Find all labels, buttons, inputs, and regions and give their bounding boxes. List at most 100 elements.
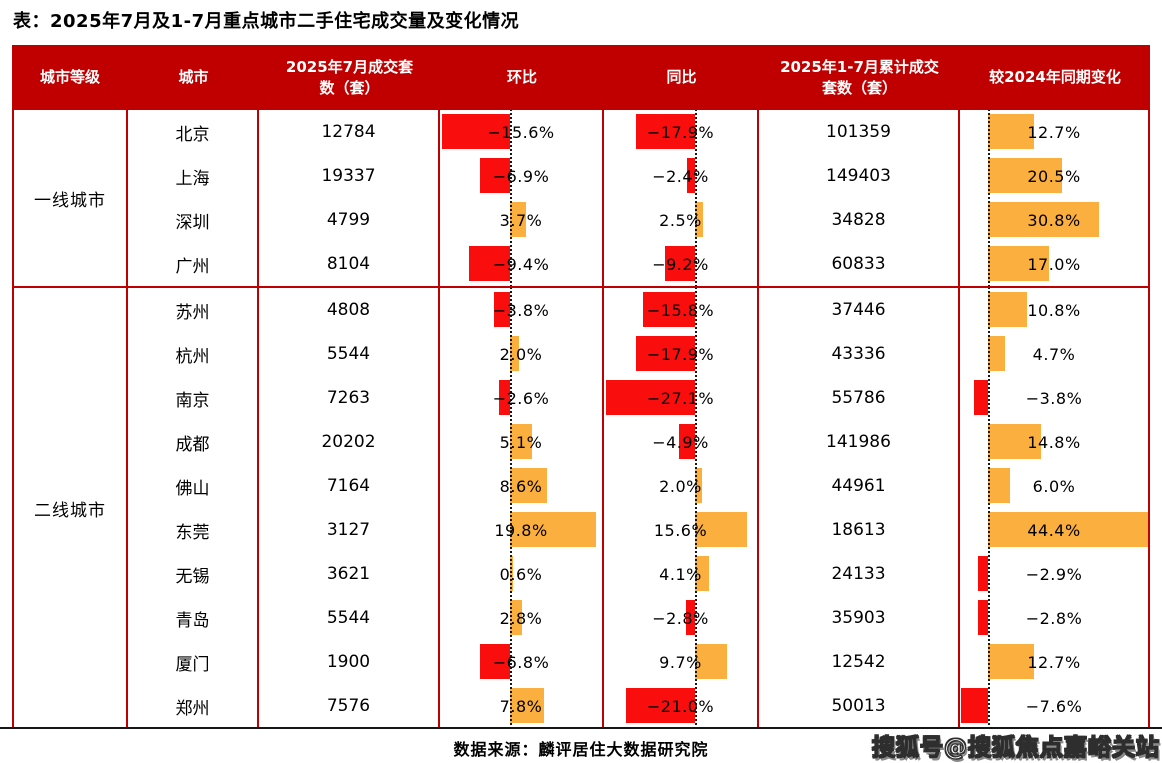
value-bar [480,644,510,679]
header-july-units: 2025年7月成交套数（套） [285,57,414,97]
yoy-change-cell: −27.1% [604,376,759,420]
zero-axis-line [988,154,990,198]
value-bar [493,292,510,327]
zero-axis-line [695,198,697,242]
data-table: 城市等级 城市 2025年7月成交套数（套） 环比 同比 2025年1-7月累计… [12,45,1150,728]
cumulative-units: 34828 [759,198,960,242]
vs2024-change-value-label: 12.7% [1027,652,1081,672]
city-tier-group: 二线城市 苏州 4808 −3.8% −15.8% 37446 10.8% 杭州 5544 2.0… [12,286,1150,728]
zero-axis-line [695,376,697,420]
vs2024-change-value-label: −3.8% [1025,388,1083,408]
value-bar [988,158,1062,193]
value-bar [510,512,597,547]
vs2024-change-value-label: −2.8% [1025,608,1083,628]
vs2024-change-cell: 14.8% [960,420,1150,464]
vs2024-change-cell: 44.4% [960,508,1150,552]
vs2024-change-cell: 17.0% [960,242,1150,286]
july-units: 12784 [259,110,440,154]
july-units: 3621 [259,552,440,596]
july-units: 3127 [259,508,440,552]
table-row: 厦门 1900 −6.8% 9.7% 12542 12.7% [128,640,1150,684]
yoy-change-cell: −17.9% [604,332,759,376]
zero-axis-line [510,464,512,508]
value-bar [605,380,695,415]
yoy-change-cell: 9.7% [604,640,759,684]
sohu-watermark: 搜狐号@搜狐焦点嘉峪关站 [871,734,1160,761]
cumulative-units: 149403 [759,154,960,198]
city-name: 深圳 [128,198,259,242]
vs2024-change-cell: 20.5% [960,154,1150,198]
vs2024-change-cell: 12.7% [960,110,1150,154]
value-bar [678,424,695,459]
vs2024-change-value-label: 17.0% [1027,254,1081,274]
value-bar [961,688,988,723]
table-row: 杭州 5544 2.0% −17.9% 43336 4.7% [128,332,1150,376]
yoy-change-cell: −9.2% [604,242,759,286]
july-units: 7263 [259,376,440,420]
value-bar [988,424,1042,459]
july-units: 5544 [259,596,440,640]
header-cumulative-units: 2025年1-7月累计成交套数（套） [780,57,939,97]
mom-change-cell: 7.8% [440,684,604,728]
zero-axis-line [695,154,697,198]
zero-axis-line [510,198,512,242]
zero-axis-line [988,508,990,552]
zero-axis-line [510,640,512,684]
yoy-change-cell: 15.6% [604,508,759,552]
zero-axis-line [510,376,512,420]
vs2024-change-value-label: 44.4% [1027,520,1081,540]
mom-change-cell: 8.6% [440,464,604,508]
yoy-change-cell: −2.8% [604,596,759,640]
value-bar [685,600,695,635]
yoy-change-cell: −4.9% [604,420,759,464]
july-units: 4799 [259,198,440,242]
vs2024-change-value-label: 30.8% [1027,210,1081,230]
table-row: 苏州 4808 −3.8% −15.8% 37446 10.8% [128,288,1150,332]
zero-axis-line [695,508,697,552]
value-bar [510,600,523,635]
mom-change-cell: 2.0% [440,332,604,376]
value-bar [625,688,695,723]
zero-axis-line [510,684,512,728]
zero-axis-line [695,420,697,464]
value-bar [977,556,988,591]
zero-axis-line [988,464,990,508]
value-bar [695,512,747,547]
yoy-change-value-label: −15.8% [646,300,715,320]
vs2024-change-cell: −2.9% [960,552,1150,596]
vs2024-change-value-label: 12.7% [1027,122,1081,142]
zero-axis-line [988,110,990,154]
zero-axis-line [988,552,990,596]
cumulative-units: 37446 [759,288,960,332]
table-body: 一线城市 北京 12784 −15.6% −17.9% 101359 12.7% 上海 1933… [12,110,1150,728]
mom-change-value-label: 0.6% [499,564,543,584]
cumulative-units: 24133 [759,552,960,596]
vs2024-change-value-label: 14.8% [1027,432,1081,452]
yoy-change-value-label: 9.7% [659,652,702,672]
zero-axis-line [988,288,990,332]
mom-change-value-label: −6.9% [492,166,550,186]
zero-axis-line [695,596,697,640]
vs2024-change-cell: 12.7% [960,640,1150,684]
july-units: 20202 [259,420,440,464]
vs2024-change-cell: −2.8% [960,596,1150,640]
zero-axis-line [510,288,512,332]
vs2024-change-cell: 6.0% [960,464,1150,508]
value-bar [695,202,704,237]
mom-change-value-label: 19.8% [494,520,548,540]
cumulative-units: 18613 [759,508,960,552]
yoy-change-value-label: −27.1% [646,388,715,408]
value-bar [988,114,1034,149]
city-name: 南京 [128,376,259,420]
july-units: 7576 [259,684,440,728]
july-units: 4808 [259,288,440,332]
cumulative-units: 141986 [759,420,960,464]
city-name: 杭州 [128,332,259,376]
zero-axis-line [510,154,512,198]
mom-change-value-label: −9.4% [492,254,550,274]
mom-change-cell: 3.7% [440,198,604,242]
mom-change-cell: −6.8% [440,640,604,684]
value-bar [498,380,510,415]
vs2024-change-value-label: 4.7% [1032,344,1076,364]
city-name: 青岛 [128,596,259,640]
